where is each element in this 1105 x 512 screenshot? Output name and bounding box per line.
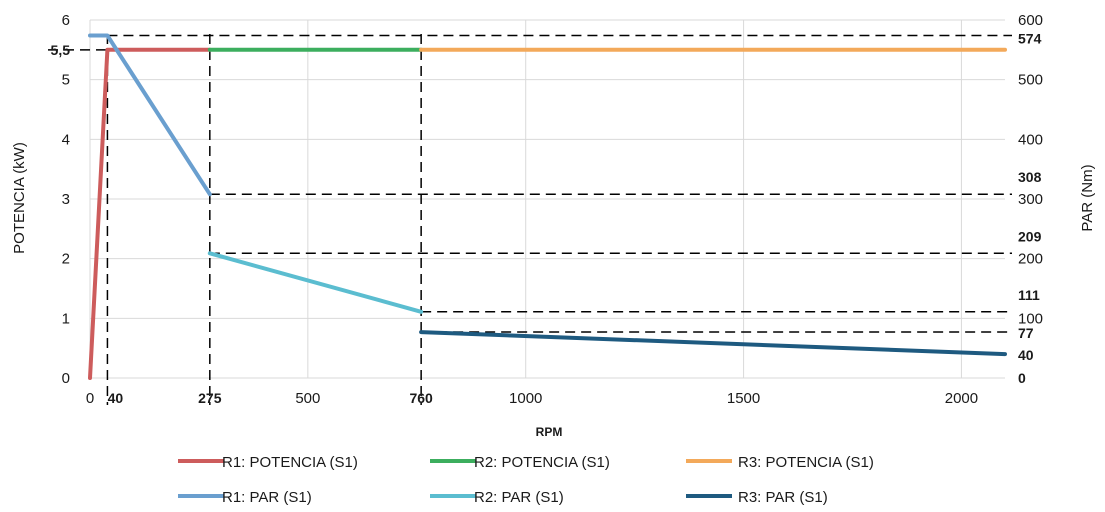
y-right-tick-label: 300	[1018, 191, 1043, 208]
y-right-tick-label: 200	[1018, 251, 1043, 268]
y-right-tick-label: 500	[1018, 72, 1043, 89]
x-tick-label: 500	[295, 390, 320, 407]
legend-label: R3: POTENCIA (S1)	[738, 454, 874, 471]
x-tick-label-bold: 760	[409, 390, 433, 406]
legend-label: R1: PAR (S1)	[222, 489, 312, 506]
y-left-tick-label-bold: 5,5	[51, 42, 71, 58]
y-left-axis-title: POTENCIA (kW)	[11, 142, 28, 254]
series-line	[419, 330, 1007, 357]
legend-label: R1: POTENCIA (S1)	[222, 454, 358, 471]
y-right-tick-label-bold: 574	[1018, 31, 1042, 47]
y-right-tick-label-bold: 209	[1018, 228, 1042, 244]
y-left-tick-label: 2	[62, 251, 70, 268]
y-right-tick-label: 100	[1018, 310, 1043, 327]
x-tick-label: 2000	[945, 390, 978, 407]
y-right-tick-label: 400	[1018, 131, 1043, 148]
y-left-tick-label: 4	[62, 131, 70, 148]
y-right-tick-label: 600	[1018, 12, 1043, 29]
grid	[89, 19, 1005, 379]
y-right-axis-title: PAR (Nm)	[1079, 164, 1096, 231]
y-right-tick-label-bold: 111	[1018, 287, 1040, 303]
y-right-tick-label-bold: 0	[1018, 370, 1026, 386]
y-left-tick-label: 3	[62, 191, 70, 208]
x-tick-label-bold: 275	[198, 390, 222, 406]
y-left-tick-label: 1	[62, 310, 70, 327]
x-tick-label-bold: 40	[108, 390, 124, 406]
reference-lines	[48, 34, 1012, 405]
x-axis-title: RPM	[536, 425, 563, 439]
legend-label: R3: PAR (S1)	[738, 489, 828, 506]
y-right-tick-label-bold: 77	[1018, 325, 1034, 341]
y-right-tick-label-bold: 308	[1018, 169, 1042, 185]
x-tick-label: 1500	[727, 390, 760, 407]
y-right-tick-label-bold: 40	[1018, 347, 1034, 363]
series-line	[207, 251, 424, 314]
series-line	[88, 47, 212, 380]
series	[88, 33, 1007, 380]
y-left-tick-label: 6	[62, 12, 70, 29]
x-tick-label: 1000	[509, 390, 542, 407]
legend-label: R2: POTENCIA (S1)	[474, 454, 610, 471]
y-left-tick-label: 0	[62, 370, 70, 387]
x-tick-label: 0	[86, 390, 94, 407]
legend-label: R2: PAR (S1)	[474, 489, 564, 506]
y-left-tick-label: 5	[62, 72, 70, 89]
legend: R1: POTENCIA (S1) R2: POTENCIA (S1) R3: PO…	[178, 454, 874, 506]
series-line	[88, 33, 212, 197]
